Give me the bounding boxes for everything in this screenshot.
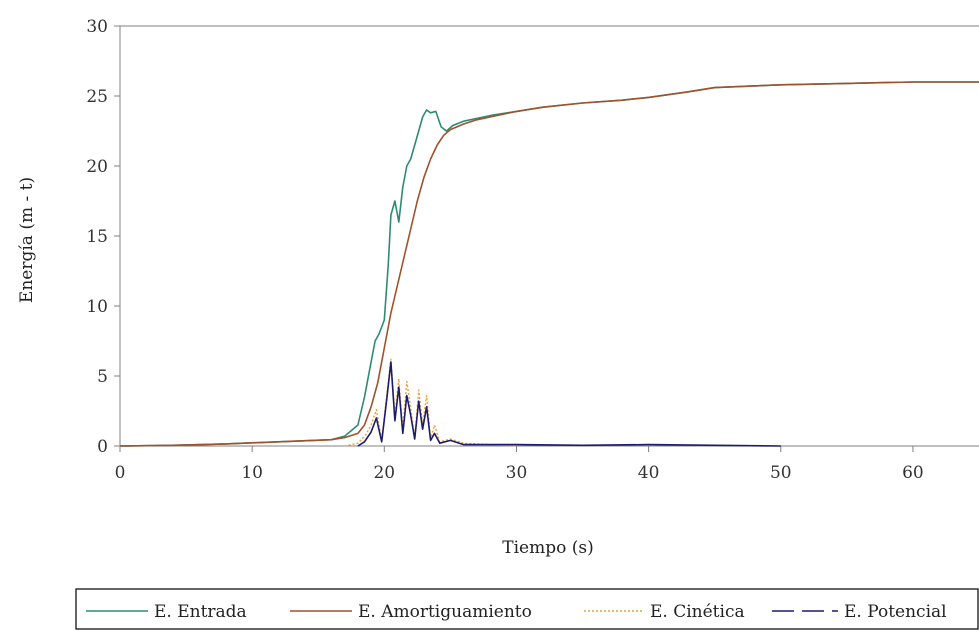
y-axis: 0 5 10 15 20 25 30 — [86, 17, 121, 457]
plot-area — [119, 25, 979, 447]
x-tick-label: 60 — [902, 463, 924, 483]
legend: E. Entrada E. Amortiguamiento E. Cinética E… — [75, 588, 979, 630]
x-tick-label: 10 — [241, 463, 263, 483]
y-tick-label: 15 — [86, 227, 108, 247]
series-e-potencial-line — [357, 361, 781, 447]
legend-label-e-potencial: E. Potencial — [844, 602, 947, 622]
y-tick-label: 0 — [97, 437, 108, 457]
legend-label-e-entrada: E. Entrada — [154, 602, 247, 622]
series-e-amortiguamiento-line — [119, 81, 979, 447]
x-axis: 0 10 20 30 40 50 60 — [115, 445, 979, 483]
series-e-cinetica-line — [344, 358, 517, 447]
legend-label-e-cinetica: E. Cinética — [650, 602, 745, 622]
y-tick-label: 5 — [97, 367, 108, 387]
x-tick-label: 0 — [115, 463, 126, 483]
x-tick-label: 20 — [373, 463, 395, 483]
y-tick-label: 30 — [86, 17, 108, 37]
series-e-entrada-line — [119, 81, 979, 447]
x-axis-title: Tiempo (s) — [502, 538, 593, 558]
x-tick-label: 40 — [638, 463, 660, 483]
x-tick-label: 50 — [770, 463, 792, 483]
y-tick-label: 10 — [86, 297, 108, 317]
y-axis-title: Energía (m - t) — [17, 177, 37, 303]
series-layer — [119, 81, 979, 447]
legend-box — [75, 588, 979, 630]
x-tick-label: 30 — [506, 463, 528, 483]
plot-frame — [119, 25, 979, 447]
legend-label-e-amortiguamiento: E. Amortiguamiento — [358, 602, 532, 622]
y-tick-label: 20 — [86, 157, 108, 177]
y-tick-label: 25 — [86, 87, 108, 107]
